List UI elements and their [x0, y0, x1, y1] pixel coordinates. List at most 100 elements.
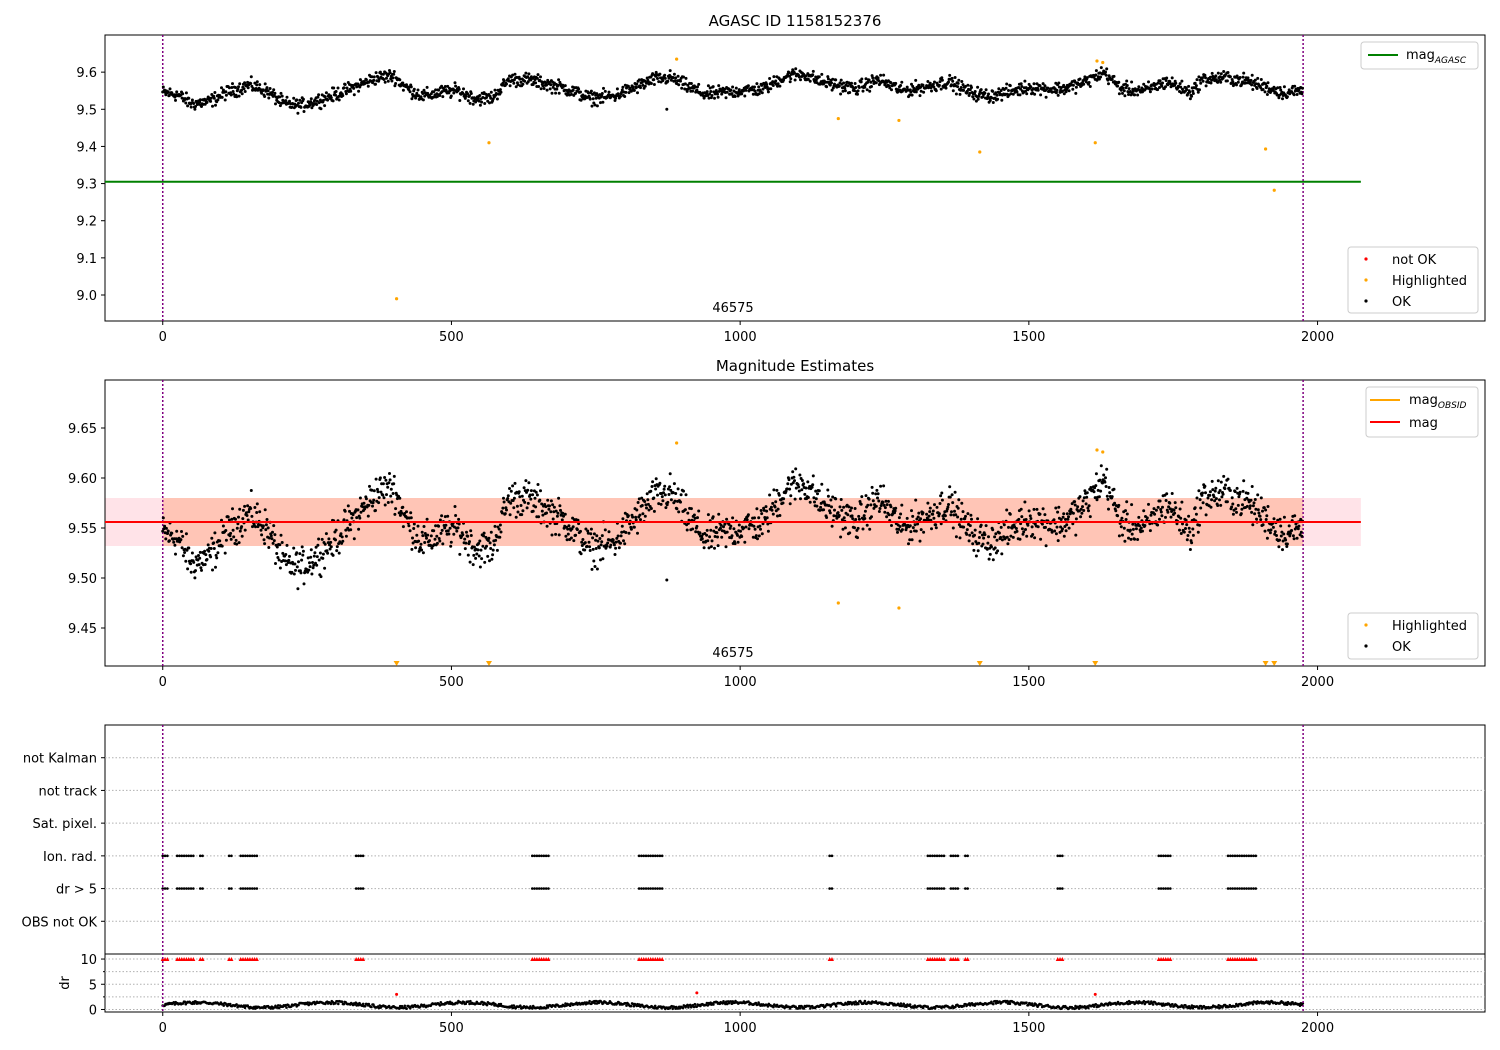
ok-point [212, 541, 216, 545]
ok-point [1193, 81, 1197, 85]
ok-point [1099, 464, 1103, 468]
ok-point [1043, 84, 1047, 88]
ok-point [1167, 505, 1171, 509]
ok-point [662, 491, 665, 495]
ok-point [995, 93, 999, 97]
ok-point [1291, 534, 1295, 538]
ok-point [1129, 537, 1133, 541]
ok-point [657, 80, 661, 84]
ok-point [597, 546, 601, 550]
dr-point [568, 1004, 572, 1007]
ok-point [1024, 89, 1027, 93]
dr-point [951, 1004, 954, 1008]
ok-point [657, 502, 661, 506]
ok-point [991, 528, 995, 532]
ok-point [246, 518, 250, 522]
ok-point [334, 528, 338, 532]
legend-lower: Highlighted OK [1347, 612, 1479, 660]
ok-point [337, 98, 341, 102]
ok-point [733, 542, 737, 546]
ok-point [421, 551, 425, 555]
ok-point [629, 527, 633, 531]
ok-point [1218, 489, 1222, 492]
ok-point [1201, 501, 1205, 505]
ok-point [329, 96, 333, 100]
ok-point [468, 101, 472, 105]
flag-point [966, 887, 969, 890]
ok-point [869, 503, 873, 507]
dr-point [671, 1007, 674, 1011]
flag-point [533, 887, 536, 890]
ok-point [541, 84, 545, 88]
ok-point [564, 534, 568, 538]
ok-point [649, 82, 653, 85]
ok-point [814, 497, 818, 501]
ok-point [585, 544, 589, 548]
ok-point [574, 91, 578, 95]
dr-point [822, 1003, 825, 1007]
ok-point [757, 92, 761, 96]
ok-point [1253, 512, 1257, 516]
ok-point [193, 576, 197, 580]
ok-point [1208, 75, 1212, 79]
ok-point [603, 89, 607, 93]
ok-point [1253, 78, 1257, 82]
ok-point [1007, 525, 1010, 529]
ok-point [1122, 526, 1126, 530]
ok-point [711, 85, 715, 89]
ok-point [350, 516, 354, 520]
ok-point [1216, 80, 1220, 84]
ok-point [356, 82, 360, 86]
dr-point [363, 1004, 367, 1008]
ok-point [609, 543, 613, 547]
flag-point [187, 887, 191, 890]
ok-point [913, 523, 917, 527]
ok-point [1022, 530, 1026, 534]
ok-point [272, 539, 276, 543]
x-tick-label: 0 [159, 330, 167, 345]
ok-point [189, 562, 193, 566]
ok-point [970, 86, 973, 89]
ok-point [725, 90, 729, 94]
ok-point [788, 80, 792, 84]
ok-point [716, 544, 720, 548]
ok-point [908, 93, 912, 97]
ok-point [652, 78, 656, 82]
ok-point [161, 529, 165, 533]
ok-point [392, 70, 396, 73]
ok-point [914, 78, 918, 82]
ok-point [1117, 92, 1121, 96]
ok-point [295, 551, 299, 555]
ok-point [220, 518, 223, 522]
ok-point [819, 505, 823, 509]
ok-point [265, 86, 269, 90]
ok-point [1065, 523, 1069, 527]
ok-point [1074, 533, 1078, 537]
ok-point [501, 506, 505, 510]
ok-point [1265, 93, 1269, 96]
ok-point [211, 104, 214, 108]
ok-point [366, 84, 370, 88]
ok-point [983, 91, 987, 95]
ok-point [999, 525, 1003, 529]
ok-point [186, 567, 190, 571]
ok-point [263, 542, 267, 546]
ok-point [1062, 83, 1066, 87]
ok-point [493, 88, 497, 92]
ok-point [708, 86, 712, 90]
ok-point [240, 525, 244, 529]
ok-point [1277, 96, 1281, 100]
ok-point [495, 548, 499, 552]
ok-point [1238, 76, 1242, 79]
ok-point [377, 77, 381, 81]
ok-point [440, 528, 444, 532]
ok-point [1112, 487, 1116, 491]
flag-point [1254, 887, 1258, 890]
flag-point [354, 854, 358, 858]
ok-point [876, 496, 879, 500]
ok-point [672, 72, 676, 76]
ok-point [769, 505, 773, 509]
ok-point [1279, 534, 1283, 538]
ok-point [295, 565, 299, 569]
